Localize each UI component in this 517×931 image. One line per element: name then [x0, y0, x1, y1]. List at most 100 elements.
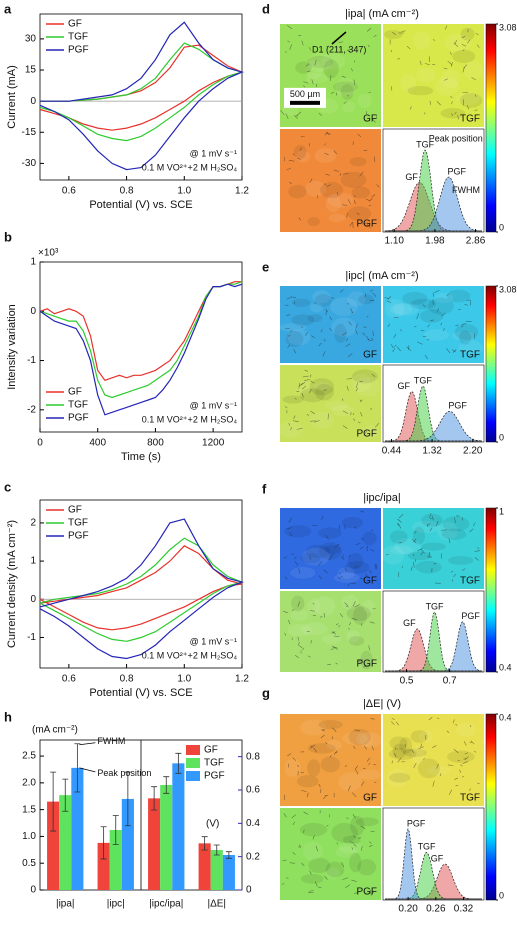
- x-tick-label: 0.8: [120, 186, 134, 197]
- map-texture: [368, 845, 373, 847]
- map-texture: [415, 560, 442, 574]
- map-texture: [446, 730, 450, 733]
- y-tick-label: 2: [30, 518, 36, 529]
- map-texture: [409, 106, 412, 110]
- error-bar: [163, 776, 170, 794]
- map-texture: [314, 881, 318, 887]
- map-texture: [294, 561, 299, 566]
- map-texture: [320, 756, 341, 773]
- x-tick-label: 1.2: [235, 674, 249, 685]
- map-texture: [294, 556, 297, 560]
- map-texture: [292, 821, 295, 826]
- map-texture: [304, 369, 309, 372]
- map-texture: [301, 547, 330, 566]
- colorbar-label: 3.08: [499, 22, 517, 32]
- map-texture: [341, 862, 345, 867]
- annotation-arrow: [79, 767, 96, 773]
- map-texture: [354, 729, 360, 732]
- map-texture: [321, 515, 324, 521]
- map-texture: [398, 572, 400, 577]
- y2-tick-label: 0.8: [246, 751, 260, 762]
- map-texture: [298, 382, 304, 387]
- map-tile: [383, 24, 484, 127]
- map-texture: [286, 296, 292, 300]
- map-texture: [413, 538, 417, 543]
- map-texture: [325, 742, 328, 745]
- map-texture: [437, 521, 459, 541]
- tile-label: TGF: [460, 793, 480, 804]
- map-texture: [447, 764, 454, 767]
- panel-label: h: [4, 709, 12, 724]
- map-title: |ipa| (mA cm⁻²): [345, 8, 419, 20]
- hist-x-tick-label: 0.7: [443, 676, 457, 687]
- map-texture: [305, 181, 327, 197]
- map-texture: [293, 420, 299, 422]
- map-texture: [454, 323, 479, 340]
- map-texture: [369, 569, 372, 574]
- map-texture: [312, 290, 331, 304]
- marker-label: D1 (211, 347): [312, 44, 366, 54]
- map-texture: [291, 298, 311, 307]
- map-texture: [340, 83, 354, 101]
- map-texture: [330, 91, 335, 94]
- annotation: @ 1 mV s⁻¹: [190, 636, 237, 646]
- plot-frame: [39, 261, 243, 433]
- y-tick-label: 15: [25, 65, 37, 76]
- error-bar: [225, 851, 232, 859]
- map-texture: [320, 329, 323, 333]
- map-texture: [288, 422, 290, 426]
- map-texture: [287, 344, 291, 348]
- map-texture: [462, 568, 466, 571]
- map-texture: [360, 825, 366, 829]
- error-bar: [124, 771, 131, 827]
- map-texture: [366, 224, 371, 229]
- map-texture: [348, 199, 351, 205]
- map-texture: [386, 769, 409, 788]
- map-texture: [358, 421, 361, 423]
- map-texture: [395, 721, 400, 726]
- bar: [172, 763, 185, 890]
- map-texture: [439, 773, 442, 777]
- map-texture: [294, 115, 298, 119]
- map-texture: [296, 775, 319, 788]
- x-tick-label: 0.6: [62, 186, 76, 197]
- map-texture: [411, 749, 415, 754]
- map-texture: [371, 194, 376, 198]
- hist-x-tick-label: 0.44: [382, 446, 402, 457]
- map-texture: [397, 757, 402, 763]
- map-texture: [432, 780, 435, 787]
- map-texture: [308, 47, 312, 51]
- bar: [97, 842, 110, 890]
- bar: [47, 801, 60, 890]
- tile-label: PGF: [356, 219, 377, 230]
- map-texture: [351, 186, 370, 199]
- distribution: [385, 410, 483, 442]
- bar: [160, 785, 173, 890]
- map-texture: [310, 302, 323, 313]
- map-texture: [318, 112, 322, 116]
- map-texture: [461, 517, 463, 521]
- map-texture: [298, 217, 301, 221]
- map-texture: [436, 101, 441, 106]
- map-texture: [423, 329, 449, 341]
- map-texture: [297, 636, 299, 641]
- map-texture: [397, 523, 402, 529]
- hist-x-tick-label: 1.98: [425, 236, 445, 247]
- map-texture: [313, 302, 316, 305]
- map-texture: [431, 515, 434, 521]
- legend-swatch: [186, 771, 200, 781]
- distribution-label: TGF: [426, 601, 444, 611]
- map-texture: [340, 575, 343, 578]
- map-texture: [325, 867, 340, 879]
- map-texture: [368, 799, 371, 802]
- map-texture: [428, 551, 431, 558]
- map-texture: [320, 734, 325, 739]
- map-texture: [346, 386, 349, 391]
- x-tick-label: 1.2: [235, 186, 249, 197]
- map-texture: [343, 101, 347, 105]
- map-texture: [414, 326, 417, 328]
- map-texture: [346, 817, 349, 819]
- y2-tick-label: 0.6: [246, 785, 260, 796]
- map-texture: [279, 323, 307, 332]
